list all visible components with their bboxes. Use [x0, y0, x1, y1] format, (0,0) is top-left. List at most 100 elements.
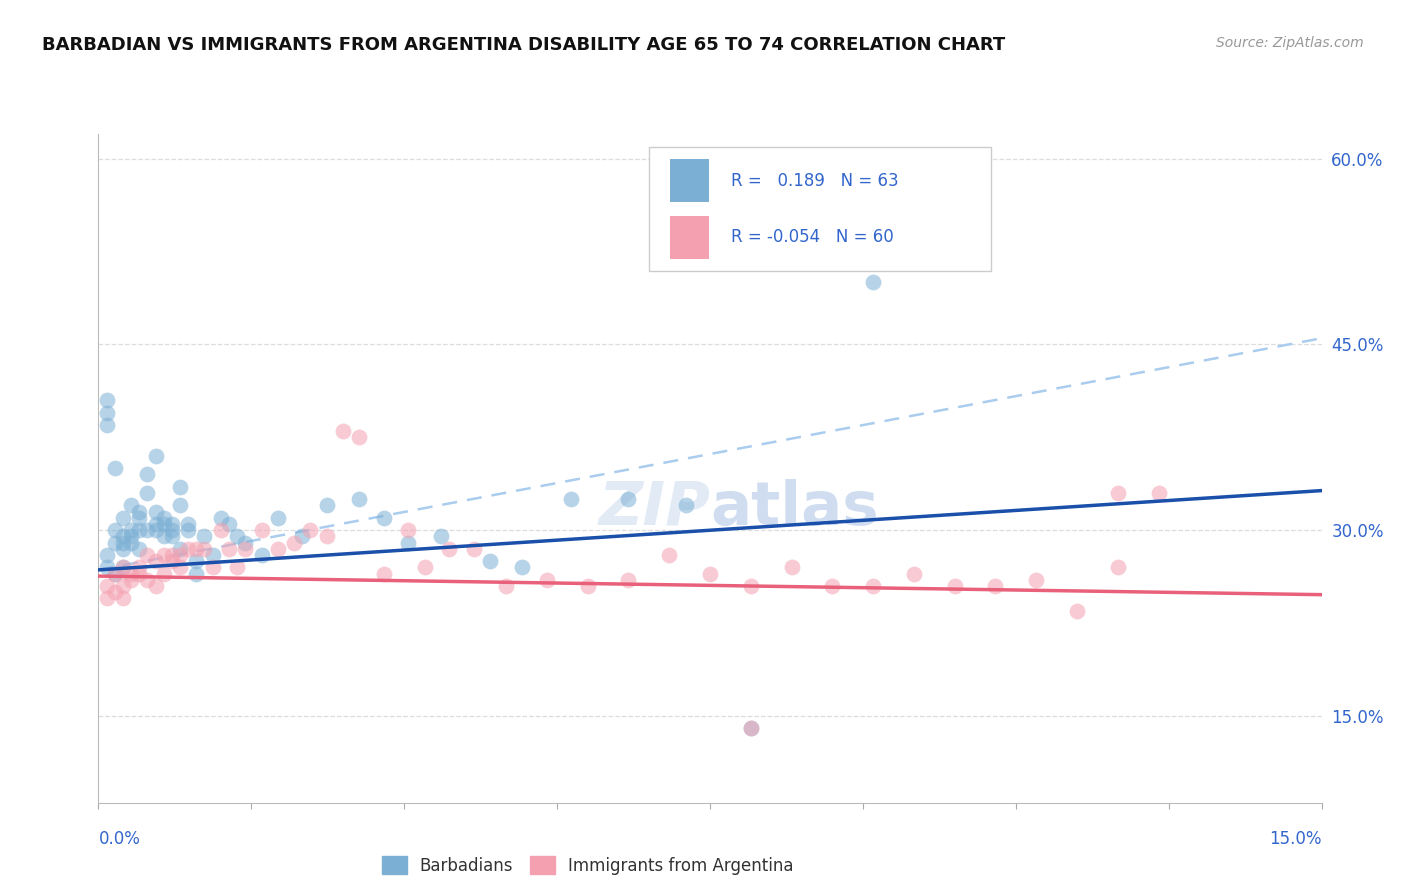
Point [177, 523, 200, 537]
Point [740, 722, 762, 736]
Point [120, 573, 142, 587]
Point [315, 499, 337, 513]
Point [209, 511, 232, 525]
Point [186, 554, 208, 568]
Point [152, 511, 174, 525]
Point [413, 560, 436, 574]
Point [512, 560, 534, 574]
Point [349, 492, 371, 507]
Point [984, 579, 1007, 593]
Point [128, 566, 150, 581]
Point [283, 535, 305, 549]
Point [1066, 604, 1088, 618]
Point [267, 511, 290, 525]
Point [740, 579, 762, 593]
Point [104, 535, 127, 549]
Point [233, 535, 256, 549]
Point [111, 535, 134, 549]
Point [120, 529, 142, 543]
Point [120, 535, 142, 549]
Point [218, 517, 240, 532]
Point [104, 461, 127, 475]
Bar [669, 159, 709, 202]
Point [903, 566, 925, 581]
Point [862, 276, 884, 290]
Point [128, 560, 150, 574]
Point [1107, 560, 1129, 574]
Point [136, 523, 159, 537]
Point [104, 585, 127, 599]
Point [128, 511, 150, 525]
Point [145, 523, 167, 537]
Point [111, 560, 134, 574]
Point [437, 541, 460, 556]
Point [332, 424, 354, 438]
Point [186, 541, 208, 556]
Point [152, 517, 174, 532]
Point [104, 566, 127, 581]
Point [463, 541, 485, 556]
Point [120, 523, 142, 537]
Point [349, 430, 371, 444]
Point [96, 406, 118, 420]
Point [120, 566, 142, 581]
Point [152, 566, 174, 581]
Point [699, 566, 721, 581]
Point [560, 492, 582, 507]
Point [821, 579, 844, 593]
Point [315, 529, 337, 543]
Point [169, 499, 191, 513]
Point [128, 523, 150, 537]
Point [104, 566, 127, 581]
Point [177, 541, 200, 556]
FancyBboxPatch shape [650, 147, 991, 271]
Point [430, 529, 453, 543]
Point [495, 579, 517, 593]
Point [373, 511, 395, 525]
Point [152, 548, 174, 562]
Point [233, 541, 256, 556]
Point [160, 548, 183, 562]
Point [111, 579, 134, 593]
Point [299, 523, 322, 537]
Bar [669, 216, 709, 260]
Point [96, 417, 118, 432]
Point [862, 579, 884, 593]
Point [145, 579, 167, 593]
Point [617, 492, 640, 507]
Point [250, 523, 273, 537]
Point [145, 449, 167, 463]
Point [136, 548, 159, 562]
Point [111, 529, 134, 543]
Point [111, 560, 134, 574]
Point [576, 579, 599, 593]
Point [478, 554, 501, 568]
Text: Source: ZipAtlas.com: Source: ZipAtlas.com [1216, 36, 1364, 50]
Point [177, 517, 200, 532]
Point [160, 523, 183, 537]
Point [169, 480, 191, 494]
Point [111, 511, 134, 525]
Point [218, 541, 240, 556]
Point [209, 523, 232, 537]
Point [145, 554, 167, 568]
Point [658, 548, 681, 562]
Point [160, 529, 183, 543]
Point [396, 523, 419, 537]
Point [943, 579, 966, 593]
Point [617, 573, 640, 587]
Point [226, 560, 249, 574]
Point [193, 529, 215, 543]
Point [250, 548, 273, 562]
Point [267, 541, 290, 556]
Point [136, 486, 159, 500]
Point [1025, 573, 1047, 587]
Point [160, 554, 183, 568]
Point [111, 591, 134, 606]
Point [780, 560, 803, 574]
Point [96, 591, 118, 606]
Point [145, 517, 167, 532]
Point [136, 573, 159, 587]
Point [145, 505, 167, 519]
Text: R = -0.054   N = 60: R = -0.054 N = 60 [731, 228, 894, 246]
